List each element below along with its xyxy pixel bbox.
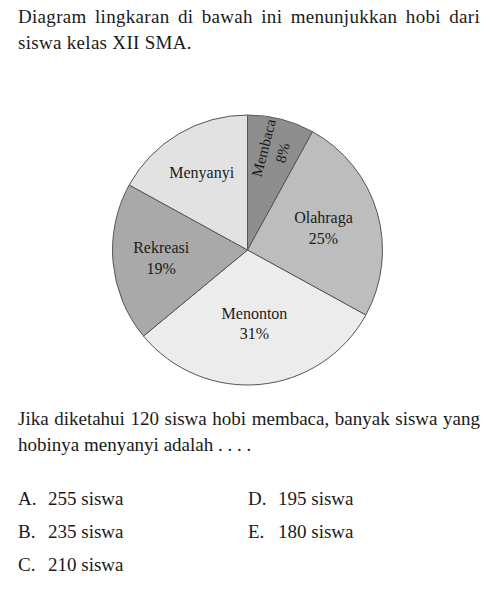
svg-text:Menyanyi: Menyanyi (169, 164, 234, 182)
html-text:A.: A. (18, 488, 37, 509)
html-text:Diagram lingkaran di bawah ini: Diagram lingkaran di bawah ini menunjukk… (18, 6, 480, 53)
html-text:B.: B. (18, 521, 36, 542)
html-text:195 siswa: 195 siswa (278, 488, 354, 509)
html-text:Jika diketahui 120 siswa hobi: Jika diketahui 120 siswa hobi membaca, b… (18, 408, 480, 455)
svg-text:Menonton31%: Menonton31% (222, 305, 288, 343)
html-text:E.: E. (248, 521, 265, 542)
html-text:210 siswa: 210 siswa (48, 554, 124, 575)
svg-text:Membaca8%: Membaca8% (249, 117, 298, 183)
html-text:C.: C. (18, 554, 36, 575)
svg-text:Olahraga25%: Olahraga25% (294, 209, 353, 247)
html-text:D.: D. (248, 488, 267, 509)
html-text:255 siswa: 255 siswa (48, 488, 124, 509)
svg-text:Rekreasi19%: Rekreasi19% (133, 239, 190, 277)
html-text:235 siswa: 235 siswa (48, 521, 124, 542)
html-text:180 siswa: 180 siswa (278, 521, 354, 542)
